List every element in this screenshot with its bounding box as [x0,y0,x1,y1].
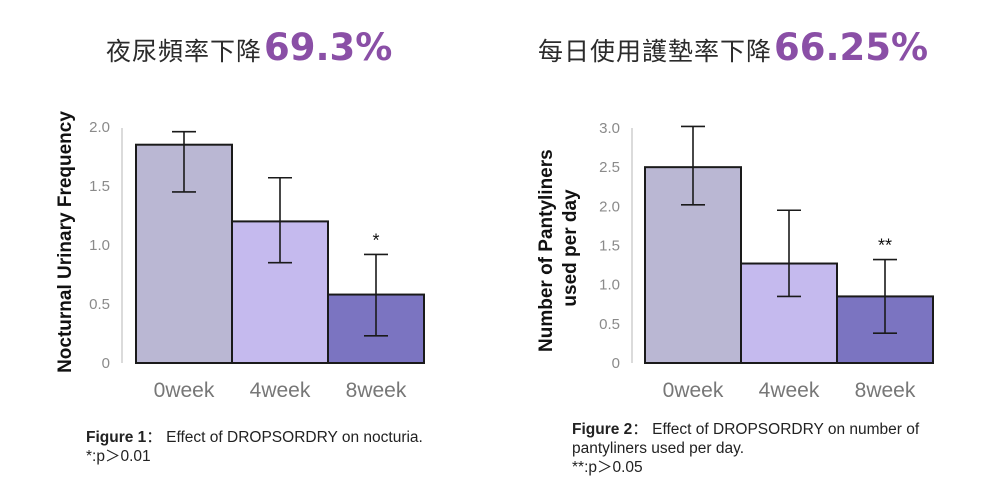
caption-left-figure: Figure 1 [86,429,147,446]
chart-nocturia: Nocturnal Urinary Frequency 2.0 1.5 1.0 0.5… [55,111,425,402]
headline-left-percent: 69.3% [264,26,393,69]
error-bar-4week [268,176,292,264]
y-tick-label: 1.5 [599,238,620,255]
chart-pantyliners-ylabel-line2: used per day [560,189,581,307]
caption-right: Figure 2： Effect of DROPSORDRY on number… [572,420,960,477]
y-tick-label: 0 [612,355,620,372]
caption-left: Figure 1： Effect of DROPSORDRY on noctur… [86,428,486,466]
chart-pantyliners: Number of Pantyliners used per day 3.0 2.… [536,120,934,402]
caption-left-note: *:p＞0.01 [86,448,151,465]
y-tick-label: 2.0 [89,119,110,136]
category-label: 0week [154,379,215,402]
y-tick-label: 3.0 [599,120,620,137]
y-tick-label: 0 [102,355,110,372]
error-bar-4week [777,209,801,298]
category-label: 0week [663,379,724,402]
caption-right-text: Effect of DROPSORDRY on number of pantyl… [572,421,920,457]
category-label: 4week [759,379,820,402]
category-label: 4week [250,379,311,402]
headline-right: 每日使用護墊率下降 66.25% [538,26,928,82]
category-label: 8week [855,379,916,402]
y-tick-label: 2.5 [599,159,620,176]
error-bar-8week [873,258,897,335]
headline-right-percent: 66.25% [774,26,929,69]
y-tick-label: 1.5 [89,178,110,195]
headline-right-text: 每日使用護墊率下降 [538,37,773,66]
y-tick-label: 0.5 [89,296,110,313]
y-tick-label: 1.0 [89,237,110,254]
caption-left-sep: ： [146,429,162,446]
chart-nocturia-ylabel: Nocturnal Urinary Frequency [55,111,76,373]
category-label: 8week [346,379,407,402]
chart-pantyliners-ylabel-line1: Number of Pantyliners [536,149,557,352]
chart-pantyliners-ylabel: Number of Pantyliners used per day [536,144,581,352]
error-bar-8week [364,253,388,337]
error-bar-0week [681,125,705,206]
y-tick-label: 2.0 [599,198,620,215]
significance-marker: ** [878,236,892,256]
significance-marker: * [372,230,379,250]
caption-left-text: Effect of DROPSORDRY on nocturia. [166,429,423,446]
caption-right-note: **:p＞0.05 [572,459,643,476]
headline-left-text: 夜尿頻率下降 [106,37,263,66]
caption-right-figure: Figure 2 [572,421,633,438]
error-bar-0week [172,130,196,193]
headline-left: 夜尿頻率下降 69.3% [106,26,392,82]
y-tick-label: 1.0 [599,277,620,294]
y-tick-label: 0.5 [599,316,620,333]
caption-right-sep: ： [632,421,648,438]
